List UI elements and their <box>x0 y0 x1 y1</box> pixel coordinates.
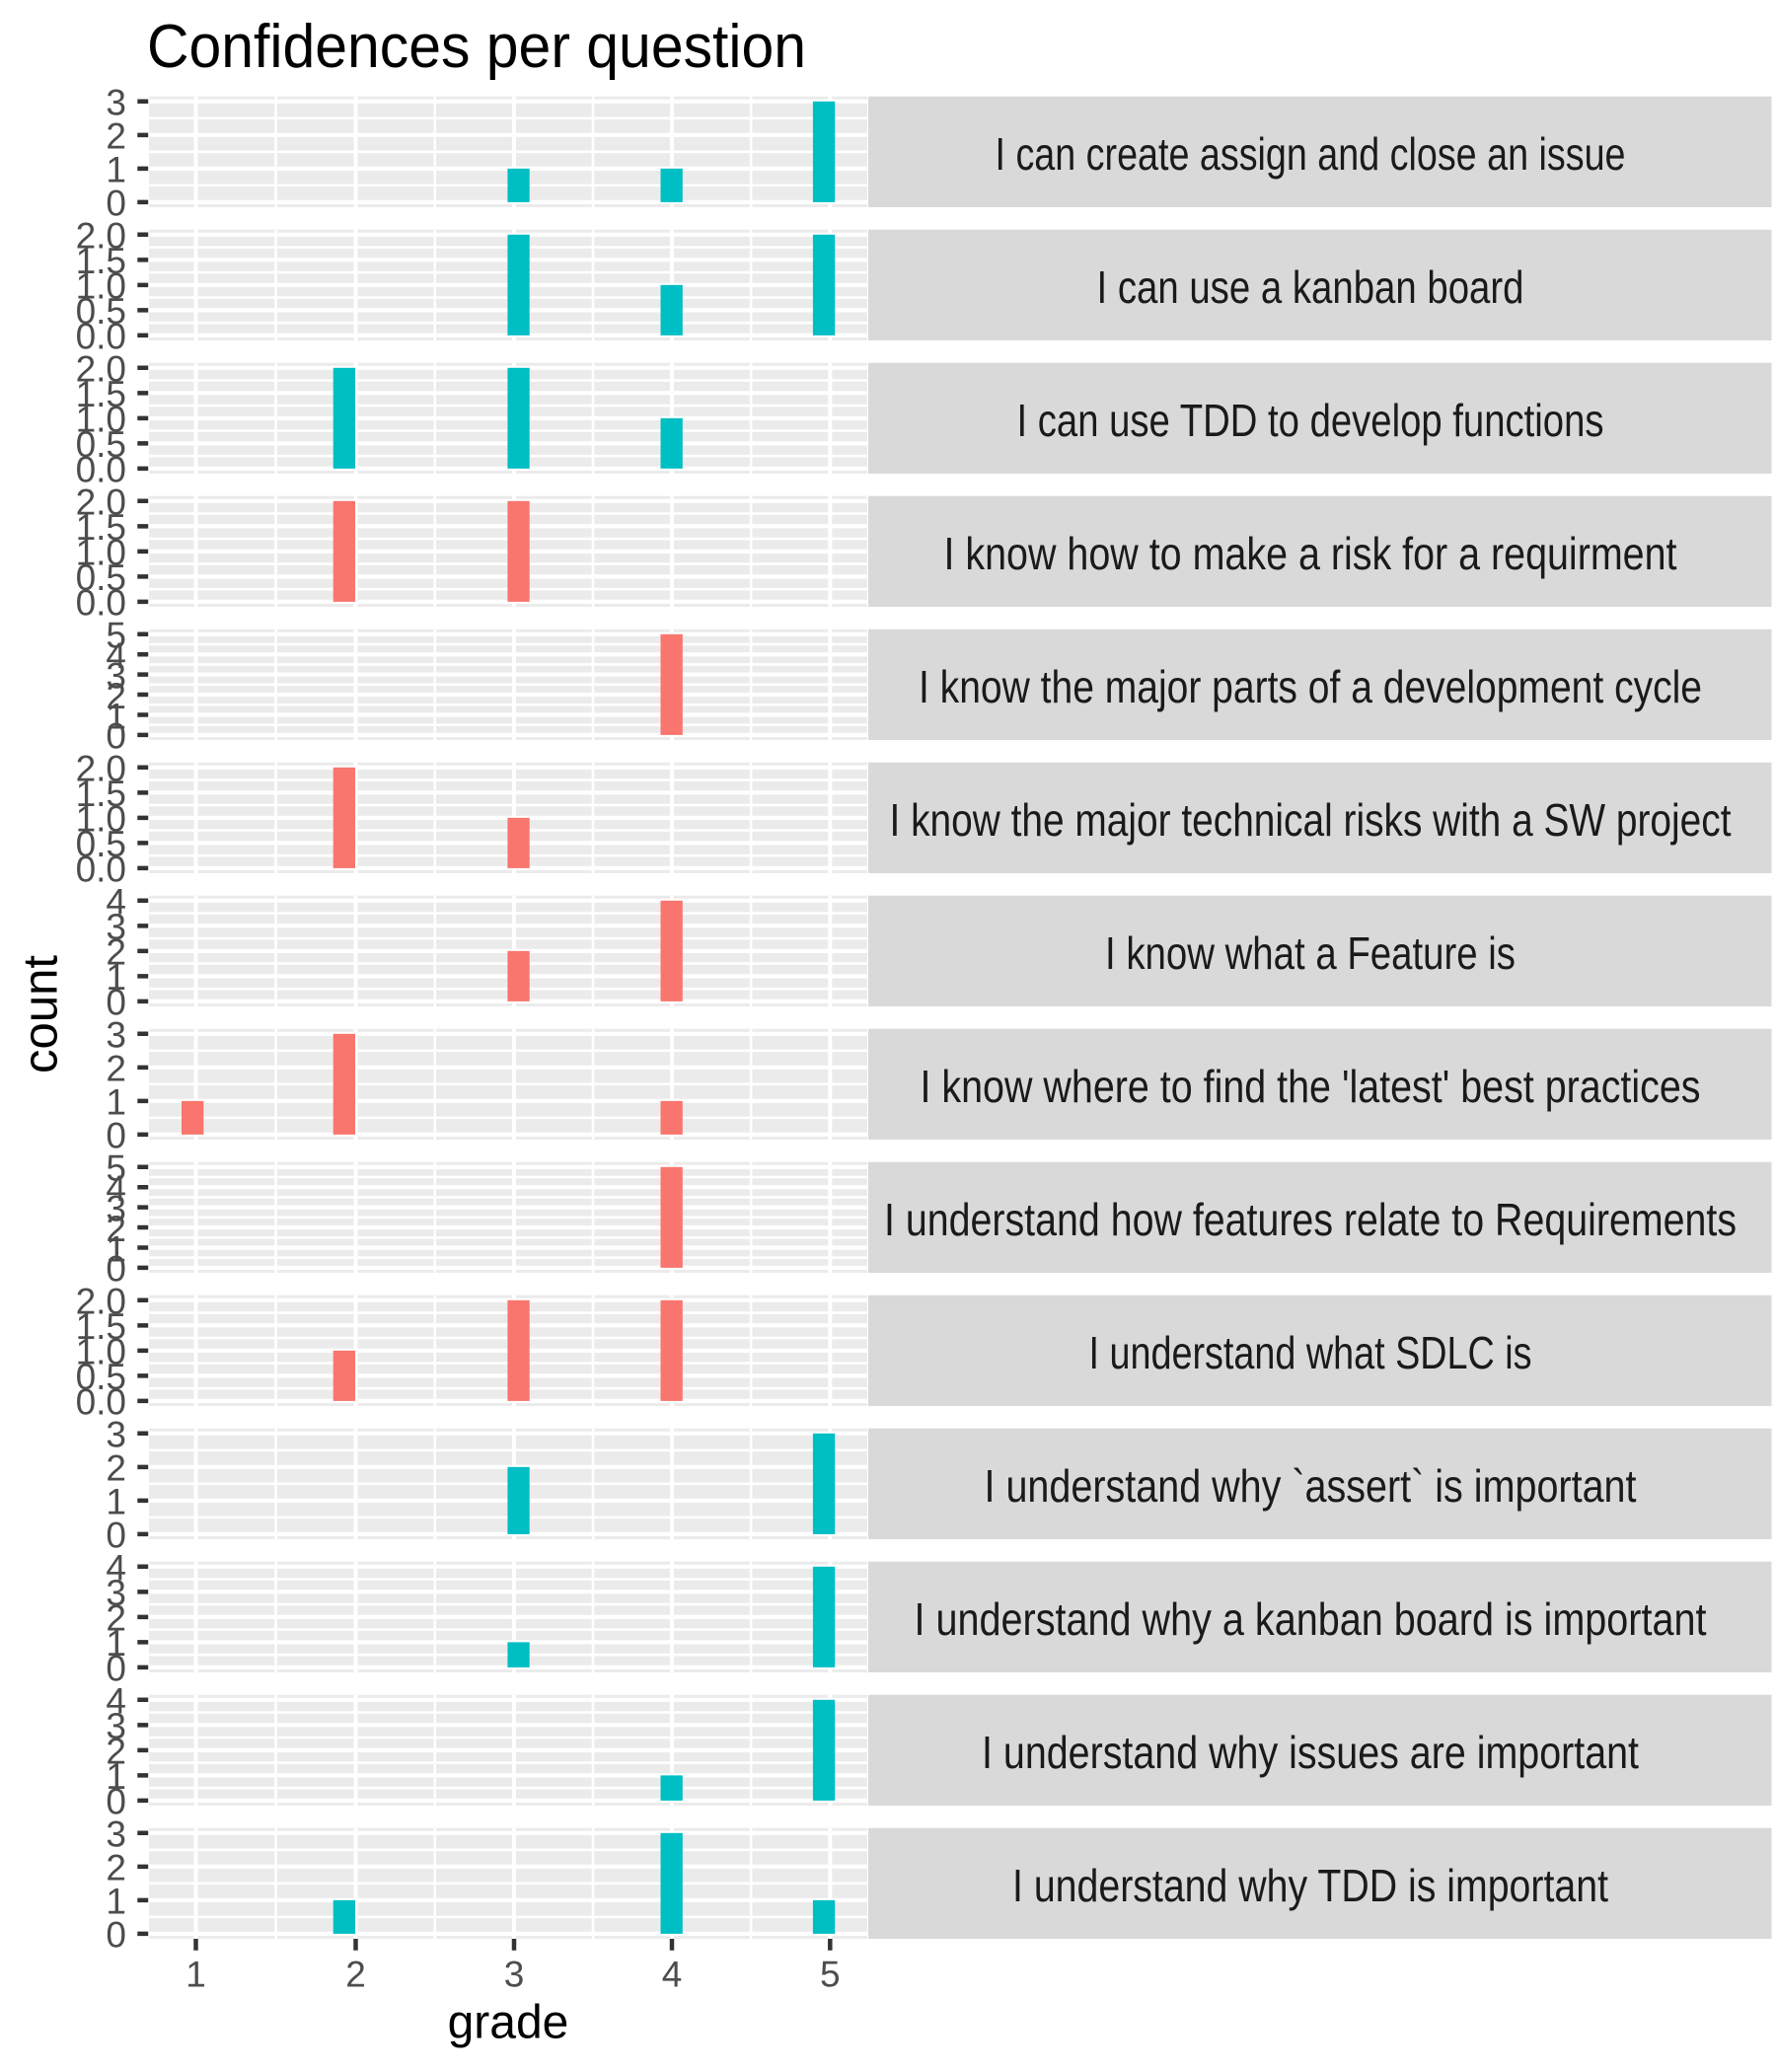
svg-text:3: 3 <box>106 1814 126 1855</box>
svg-text:I can use TDD to develop funct: I can use TDD to develop functions <box>1017 395 1604 446</box>
svg-text:3: 3 <box>504 1954 525 1994</box>
svg-text:0.5: 0.5 <box>76 824 126 864</box>
svg-text:1.5: 1.5 <box>76 507 126 548</box>
svg-text:3: 3 <box>106 907 126 947</box>
svg-text:1: 1 <box>106 957 126 998</box>
svg-text:I know the major parts of a de: I know the major parts of a development … <box>919 661 1702 712</box>
svg-text:3: 3 <box>106 1015 126 1056</box>
svg-text:5: 5 <box>106 1148 126 1189</box>
svg-text:2: 2 <box>106 1732 126 1772</box>
svg-text:0.0: 0.0 <box>76 850 126 890</box>
svg-text:0: 0 <box>106 1116 126 1156</box>
svg-text:3: 3 <box>106 655 126 696</box>
svg-text:I can create assign and close: I can create assign and close an issue <box>996 128 1626 180</box>
svg-text:1.0: 1.0 <box>76 266 126 307</box>
svg-text:0.0: 0.0 <box>76 1382 126 1423</box>
svg-text:I know where to find the 'late: I know where to find the 'latest' best p… <box>921 1061 1701 1112</box>
svg-text:2: 2 <box>106 932 126 973</box>
svg-text:0: 0 <box>106 1516 126 1556</box>
svg-text:0: 0 <box>106 1649 126 1689</box>
svg-text:I understand why a kanban boar: I understand why a kanban board is impor… <box>915 1593 1707 1645</box>
svg-text:5: 5 <box>820 1954 841 1994</box>
svg-text:3: 3 <box>106 1706 126 1746</box>
svg-text:1.0: 1.0 <box>76 1332 126 1372</box>
svg-text:0.0: 0.0 <box>76 583 126 624</box>
svg-text:1.5: 1.5 <box>76 1306 126 1347</box>
svg-text:0: 0 <box>106 716 126 757</box>
svg-text:3: 3 <box>106 1188 126 1228</box>
svg-text:2: 2 <box>106 1598 126 1639</box>
svg-text:1: 1 <box>106 1882 126 1922</box>
svg-text:2.0: 2.0 <box>76 749 126 789</box>
svg-text:3: 3 <box>106 83 126 123</box>
svg-text:I understand what SDLC is: I understand what SDLC is <box>1089 1327 1532 1378</box>
svg-text:1.5: 1.5 <box>76 241 126 281</box>
svg-text:0.0: 0.0 <box>76 317 126 357</box>
svg-text:4: 4 <box>106 635 126 676</box>
svg-text:0: 0 <box>106 1782 126 1822</box>
svg-text:0: 0 <box>106 1249 126 1290</box>
svg-text:1: 1 <box>106 1482 126 1522</box>
svg-text:3: 3 <box>106 1415 126 1455</box>
svg-text:2: 2 <box>106 1049 126 1089</box>
svg-text:2.0: 2.0 <box>76 216 126 257</box>
svg-text:I know how to make a risk for: I know how to make a risk for a requirme… <box>944 528 1677 579</box>
svg-text:2.0: 2.0 <box>76 482 126 523</box>
svg-text:1.5: 1.5 <box>76 774 126 814</box>
svg-text:1.5: 1.5 <box>76 374 126 414</box>
svg-text:I understand why `assert` is i: I understand why `assert` is important <box>985 1460 1637 1512</box>
svg-text:Confidences per question: Confidences per question <box>147 13 806 81</box>
svg-text:0: 0 <box>106 184 126 224</box>
svg-text:count: count <box>15 955 68 1073</box>
svg-text:1.0: 1.0 <box>76 799 126 840</box>
svg-text:4: 4 <box>662 1954 683 1994</box>
svg-text:1: 1 <box>106 1228 126 1269</box>
svg-text:I know what a Feature is: I know what a Feature is <box>1105 927 1516 979</box>
svg-text:2: 2 <box>106 676 126 716</box>
svg-text:I understand how features rela: I understand how features relate to Requ… <box>884 1194 1737 1245</box>
svg-text:0: 0 <box>106 983 126 1023</box>
svg-text:4: 4 <box>106 1548 126 1589</box>
svg-text:3: 3 <box>106 1573 126 1613</box>
svg-text:0.5: 0.5 <box>76 1357 126 1397</box>
svg-text:1.0: 1.0 <box>76 400 126 440</box>
svg-text:I understand why issues are im: I understand why issues are important <box>982 1727 1639 1778</box>
svg-text:1: 1 <box>106 1082 126 1123</box>
svg-text:4: 4 <box>106 882 126 923</box>
svg-text:2: 2 <box>106 1448 126 1489</box>
svg-text:2.0: 2.0 <box>76 349 126 390</box>
svg-text:4: 4 <box>106 1681 126 1722</box>
svg-text:0.5: 0.5 <box>76 291 126 332</box>
svg-text:5: 5 <box>106 616 126 656</box>
svg-text:0.5: 0.5 <box>76 424 126 465</box>
svg-text:I can use a kanban board: I can use a kanban board <box>1097 261 1524 313</box>
svg-text:4: 4 <box>106 1168 126 1209</box>
svg-text:1: 1 <box>106 696 126 736</box>
svg-text:2: 2 <box>345 1954 366 1994</box>
svg-text:I understand why TDD is import: I understand why TDD is important <box>1012 1860 1608 1911</box>
svg-text:1: 1 <box>106 1756 126 1797</box>
svg-text:1: 1 <box>106 1623 126 1664</box>
svg-text:2: 2 <box>106 1209 126 1249</box>
svg-text:2: 2 <box>106 116 126 157</box>
svg-text:I know the major technical ris: I know the major technical risks with a … <box>890 794 1732 846</box>
svg-text:0.0: 0.0 <box>76 450 126 490</box>
svg-text:2: 2 <box>106 1848 126 1888</box>
svg-text:1: 1 <box>185 1954 206 1994</box>
svg-text:1.0: 1.0 <box>76 533 126 573</box>
svg-text:0.5: 0.5 <box>76 557 126 598</box>
svg-text:1: 1 <box>106 150 126 190</box>
svg-text:0: 0 <box>106 1915 126 1956</box>
svg-text:grade: grade <box>448 1997 569 2049</box>
svg-text:2.0: 2.0 <box>76 1282 126 1322</box>
